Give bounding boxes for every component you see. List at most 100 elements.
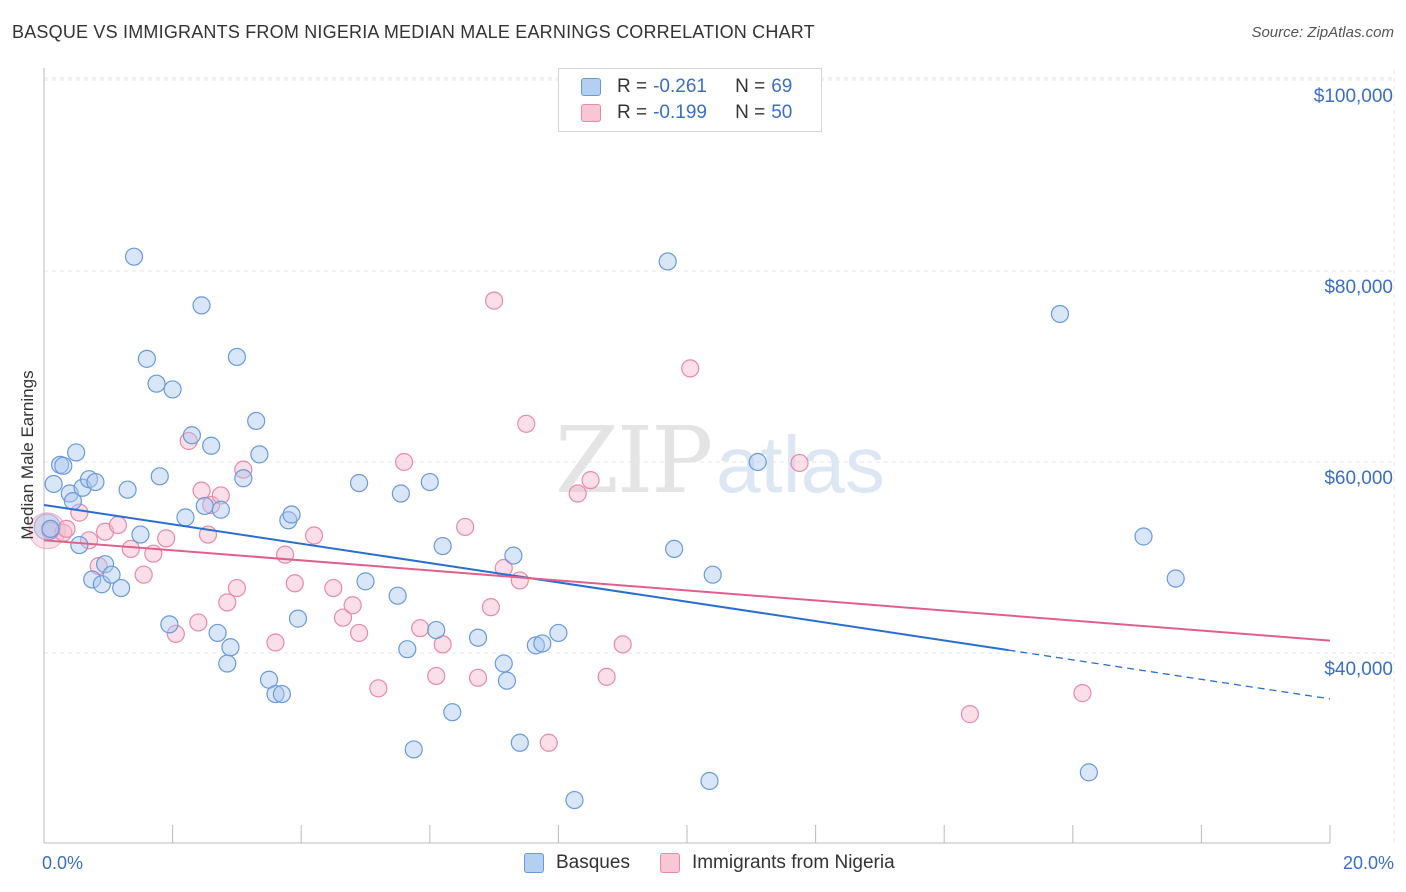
- correlation-legend: R = -0.261 N = 69 R = -0.199 N = 50: [558, 68, 822, 132]
- point-basques: [1050, 304, 1070, 324]
- point-nigeria: [157, 529, 176, 548]
- point-basques: [748, 452, 767, 472]
- point-basques: [504, 546, 523, 565]
- y-axis-label: Median Male Earnings: [18, 370, 37, 540]
- point-basques: [398, 640, 417, 659]
- point-nigeria: [266, 633, 285, 652]
- point-basques: [54, 456, 73, 475]
- point-basques: [163, 380, 182, 399]
- point-nigeria: [568, 484, 587, 503]
- legend-item-nigeria: Immigrants from Nigeria: [659, 852, 895, 874]
- point-nigeria: [411, 619, 430, 638]
- point-basques: [703, 565, 722, 584]
- point-nigeria: [211, 486, 230, 505]
- point-basques: [549, 623, 568, 643]
- point-basques: [510, 733, 529, 752]
- watermark-atlas: atlas: [716, 420, 885, 509]
- point-nigeria: [333, 608, 353, 627]
- point-nigeria: [481, 598, 500, 617]
- point-nigeria: [179, 431, 198, 451]
- legend-swatch-basques: [581, 78, 601, 96]
- x-tick-label: 20.0%: [1343, 853, 1394, 873]
- point-nigeria: [517, 414, 536, 433]
- legend-r-label: R =: [617, 102, 648, 123]
- point-basques: [227, 347, 246, 367]
- legend-swatch-nigeria: [659, 853, 680, 873]
- point-nigeria: [202, 495, 221, 515]
- point-basques: [1079, 763, 1098, 782]
- legend-row-basques: R = -0.261 N = 69: [581, 74, 792, 100]
- point-nigeria: [597, 667, 616, 686]
- point-basques: [1134, 527, 1153, 546]
- point-basques: [433, 536, 452, 556]
- point-nigeria: [70, 503, 89, 522]
- legend-item-basques: Basques: [524, 852, 630, 874]
- point-nigeria: [166, 624, 185, 644]
- point-basques: [533, 634, 552, 653]
- y-tick-label: $100,000: [1314, 86, 1393, 107]
- point-nigeria: [369, 679, 388, 698]
- point-basques: [497, 671, 517, 690]
- point-basques: [404, 740, 423, 759]
- point-basques: [279, 511, 298, 530]
- point-nigeria: [427, 666, 446, 686]
- point-basques: [349, 473, 369, 493]
- point-basques: [150, 467, 169, 486]
- point-basques: [211, 500, 230, 519]
- point-nigeria: [790, 453, 809, 473]
- legend-n-label: N =: [735, 76, 766, 97]
- legend-r-label: R =: [617, 76, 648, 97]
- legend-r-value: -0.199: [653, 102, 707, 123]
- point-basques: [118, 480, 137, 499]
- point-basques: [443, 703, 462, 722]
- legend-label-basques: Basques: [556, 852, 630, 873]
- x-tick-label: 0.0%: [42, 853, 83, 873]
- point-nigeria: [613, 635, 632, 654]
- point-basques: [282, 505, 301, 524]
- point-nigeria: [134, 565, 153, 584]
- point-basques: [427, 620, 446, 640]
- legend-swatch-basques: [524, 853, 544, 873]
- point-nigeria: [218, 593, 237, 612]
- series-legend: Basques Immigrants from Nigeria: [524, 852, 925, 874]
- point-nigeria: [681, 359, 700, 378]
- point-basques: [124, 247, 144, 266]
- point-nigeria: [121, 539, 140, 559]
- point-nigeria: [324, 578, 343, 598]
- point-basques: [468, 628, 488, 647]
- point-basques: [288, 609, 308, 628]
- point-basques: [665, 539, 684, 559]
- source-label: Source: ZipAtlas.com: [1251, 24, 1394, 41]
- legend-n-label: N =: [735, 102, 766, 123]
- point-nigeria: [960, 705, 980, 724]
- point-nigeria: [343, 596, 362, 615]
- point-basques: [86, 472, 105, 492]
- point-basques: [565, 790, 584, 810]
- point-basques: [208, 623, 227, 643]
- trendline-basques-extension: [1008, 649, 1331, 700]
- watermark-zip: ZIP: [555, 407, 711, 514]
- point-nigeria: [394, 452, 414, 472]
- point-nigeria: [510, 571, 529, 590]
- point-cluster-nigeria: [28, 512, 66, 550]
- point-nigeria: [304, 526, 324, 545]
- point-nigeria: [192, 481, 211, 500]
- point-nigeria: [581, 471, 600, 490]
- legend-n-value: 69: [771, 76, 793, 97]
- chart-title: BASQUE VS IMMIGRANTS FROM NIGERIA MEDIAN…: [12, 22, 815, 42]
- point-basques: [70, 535, 89, 555]
- y-tick-label: $40,000: [1324, 659, 1393, 680]
- point-nigeria: [276, 545, 295, 564]
- point-nigeria: [349, 623, 369, 643]
- point-basques: [1166, 569, 1185, 588]
- point-nigeria: [456, 517, 475, 537]
- point-basques: [221, 638, 240, 657]
- point-basques: [102, 565, 121, 584]
- point-nigeria: [108, 515, 128, 535]
- point-basques: [147, 374, 166, 393]
- point-basques: [160, 615, 179, 634]
- point-nigeria: [189, 613, 208, 632]
- point-basques: [494, 654, 513, 673]
- point-nigeria: [468, 668, 488, 687]
